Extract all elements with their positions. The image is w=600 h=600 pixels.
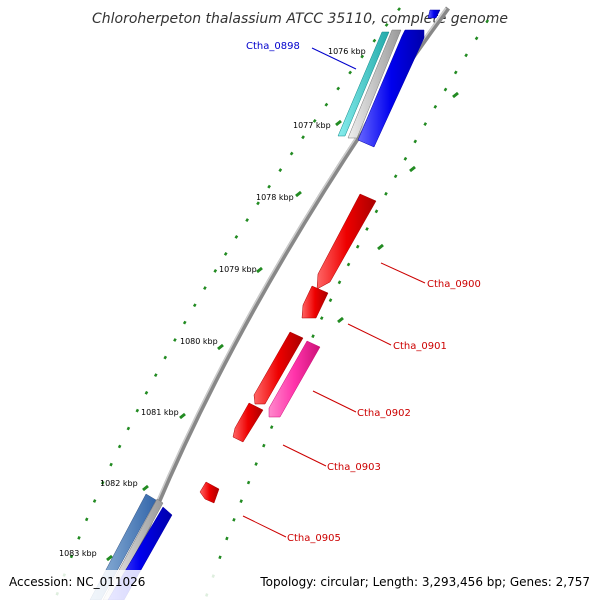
tick-mark bbox=[295, 190, 302, 198]
tick-label-1083: 1083 kbp bbox=[59, 549, 97, 558]
rna-feature[interactable] bbox=[337, 31, 390, 137]
gene-label-ctha-0903[interactable]: Ctha_0903 bbox=[327, 462, 381, 473]
genome-backbone bbox=[117, 6, 451, 600]
leader-ctha-0902 bbox=[312, 390, 357, 413]
tick-labels: 1076 kbp 1077 kbp 1078 kbp 1079 kbp 1080… bbox=[59, 47, 366, 558]
tick-mark bbox=[452, 91, 459, 99]
tick-mark bbox=[256, 266, 263, 274]
gene-label-ctha-0898[interactable]: Ctha_0898 bbox=[246, 41, 300, 52]
tick-label-1078: 1078 kbp bbox=[256, 193, 294, 202]
gene-ctha-0900[interactable] bbox=[316, 193, 377, 290]
gene-ctha-0902[interactable] bbox=[268, 340, 321, 418]
tick-label-1081: 1081 kbp bbox=[141, 408, 179, 417]
leader-ctha-0901 bbox=[347, 323, 392, 346]
leader-ctha-0900 bbox=[380, 262, 426, 284]
tick-mark bbox=[217, 343, 224, 351]
genome-summary-text: Topology: circular; Length: 3,293,456 bp… bbox=[259, 575, 590, 589]
tick-mark bbox=[179, 412, 186, 420]
tick-mark bbox=[337, 316, 344, 324]
gene-label-ctha-0901[interactable]: Ctha_0901 bbox=[393, 341, 447, 352]
outer-dotted-ring bbox=[203, 19, 490, 600]
gene-top-small[interactable] bbox=[427, 9, 441, 19]
tick-label-1076: 1076 kbp bbox=[328, 47, 366, 56]
footer-background bbox=[0, 570, 600, 600]
gene-ctha-0905[interactable] bbox=[199, 481, 220, 504]
tick-mark bbox=[377, 243, 384, 251]
tick-mark bbox=[335, 119, 342, 127]
tick-label-1077: 1077 kbp bbox=[293, 121, 331, 130]
leader-ctha-0905 bbox=[242, 515, 287, 538]
leader-ctha-0903 bbox=[282, 444, 327, 467]
tick-mark bbox=[409, 165, 416, 173]
gene-ctha-0901[interactable] bbox=[301, 285, 329, 319]
accession-text: Accession: NC_011026 bbox=[9, 575, 145, 589]
gene-label-ctha-0905[interactable]: Ctha_0905 bbox=[287, 533, 341, 544]
gene-ctha-0903[interactable] bbox=[232, 402, 264, 443]
label-leaders bbox=[242, 47, 426, 538]
gray-feature[interactable] bbox=[347, 29, 402, 139]
tick-label-1082: 1082 kbp bbox=[100, 479, 138, 488]
inner-dotted-ring bbox=[53, 7, 401, 600]
leader-ctha-0898 bbox=[311, 47, 357, 70]
tick-marks bbox=[106, 43, 459, 562]
tick-label-1079: 1079 kbp bbox=[219, 265, 257, 274]
gene-ctha-0899[interactable] bbox=[357, 29, 425, 148]
gene-ctha-0902-left[interactable] bbox=[253, 331, 304, 405]
middle-gene-cluster bbox=[199, 193, 377, 504]
gene-label-ctha-0900[interactable]: Ctha_0900 bbox=[427, 279, 481, 290]
tick-mark bbox=[106, 554, 113, 562]
tick-label-1080: 1080 kbp bbox=[180, 337, 218, 346]
tick-mark bbox=[142, 484, 149, 492]
map-title: Chloroherpeton thalassium ATCC 35110, co… bbox=[92, 11, 508, 27]
gene-labels: Ctha_0898 Ctha_0900 Ctha_0901 Ctha_0902 … bbox=[246, 41, 481, 544]
top-gene-cluster bbox=[337, 9, 441, 148]
gene-label-ctha-0902[interactable]: Ctha_0902 bbox=[357, 408, 411, 419]
